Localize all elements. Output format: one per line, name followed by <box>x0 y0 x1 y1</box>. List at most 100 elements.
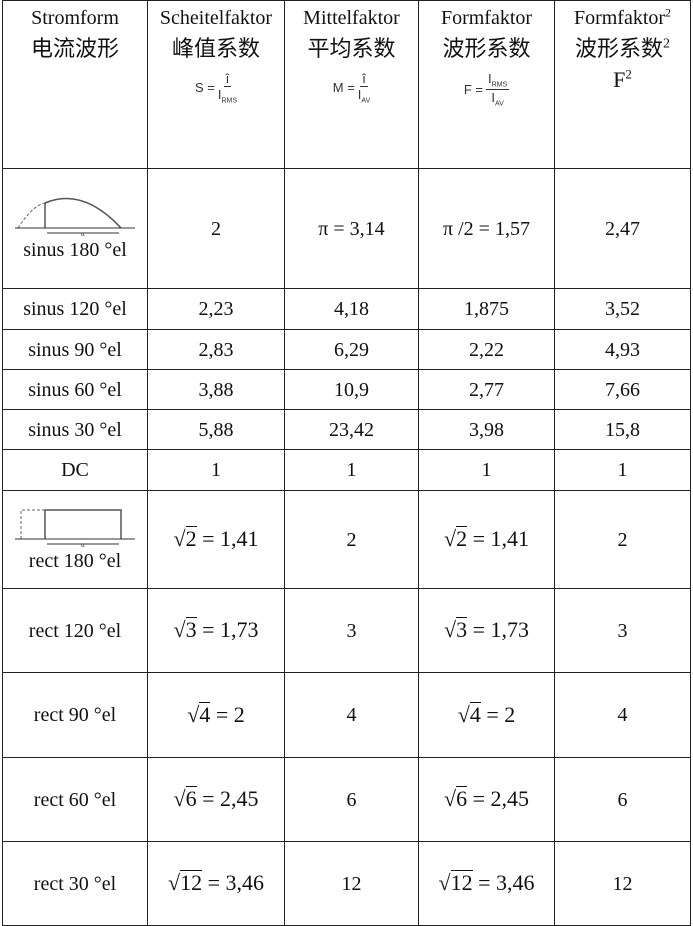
value-text: 2,23 <box>198 298 234 320</box>
cell-mittelfaktor: 2 <box>284 490 419 589</box>
value-text: = 2,45 <box>467 786 529 812</box>
cell-stromform: rect 60 °el <box>2 757 148 842</box>
cell-formfaktor: √4 = 2 <box>418 672 555 758</box>
header-formfaktor: Formfaktor 波形系数 F = IRMS IAV <box>418 0 555 169</box>
cell-formfaktor: 2,77 <box>418 369 555 410</box>
header-de: Stromform <box>31 7 119 29</box>
table-row: α rect 180 °el √2 = 1,41 2 √2 = 1,41 2 <box>2 490 691 589</box>
value-text: 1,875 <box>464 298 509 320</box>
formula-f: F = IRMS IAV <box>463 71 510 109</box>
formula-den: I <box>217 86 222 102</box>
cell-scheitelfaktor: √2 = 1,41 <box>147 490 285 589</box>
radicand: 2 <box>456 526 468 552</box>
cell-scheitelfaktor: √4 = 2 <box>147 672 285 758</box>
cell-formfaktor2: 6 <box>554 757 691 842</box>
formula-den-sub: AV <box>494 100 504 108</box>
cell-formfaktor2: 4 <box>554 672 691 758</box>
value-text: = 3,46 <box>472 870 535 896</box>
cell-formfaktor2: 4,93 <box>554 329 691 370</box>
table-row: rect 60 °el √6 = 2,45 6 √6 = 2,45 6 <box>2 757 691 842</box>
header-de: Scheitelfaktor <box>159 7 273 29</box>
header-scheitelfaktor: Scheitelfaktor 峰值系数 S = î IRMS <box>147 0 285 169</box>
header-formfaktor2: Formfaktor2 波形系数2 F2 <box>554 0 691 169</box>
cell-mittelfaktor: 10,9 <box>284 369 419 410</box>
table-row: rect 90 °el √4 = 2 4 √4 = 2 4 <box>2 672 691 758</box>
rectangular-waveform-icon: α <box>15 508 135 548</box>
radicand: 3 <box>185 617 197 643</box>
table-row: sinus 30 °el 5,88 23,42 3,98 15,8 <box>2 409 691 450</box>
header-cn: 电流波形 <box>30 36 119 61</box>
radicand: 4 <box>469 701 481 727</box>
value-text: 4 <box>617 704 628 726</box>
cell-formfaktor: √3 = 1,73 <box>418 588 555 673</box>
value-text: 3 <box>617 619 628 642</box>
cell-formfaktor2: 15,8 <box>554 409 691 450</box>
value-text: 2,77 <box>469 378 504 401</box>
formula-num: î <box>360 70 368 87</box>
sqrt-symbol: √ <box>438 870 451 896</box>
header-f-sup: 2 <box>625 66 632 82</box>
table-row: α sinus 180 °el 2 π = 3,14 π /2 = 1,57 2,… <box>2 168 691 289</box>
cell-formfaktor: 1 <box>418 449 555 491</box>
cell-stromform: sinus 120 °el <box>2 288 148 330</box>
value-text: = 2 <box>480 701 516 727</box>
cell-formfaktor2: 2,47 <box>554 168 691 289</box>
value-text: = 1,73 <box>196 617 259 643</box>
formula-den-sub: RMS <box>221 97 238 105</box>
cell-stromform: sinus 90 °el <box>2 329 148 370</box>
value-text: = 2 <box>210 701 245 727</box>
half-sine-waveform-icon: α <box>15 197 135 237</box>
value-text: 2,22 <box>469 338 504 361</box>
cell-formfaktor: 1,875 <box>418 288 555 330</box>
header-cn: 波形系数 <box>574 36 663 61</box>
cell-formfaktor2: 3 <box>554 588 691 673</box>
value-text: 1 <box>481 459 492 481</box>
value-text: 3,52 <box>605 298 640 320</box>
cell-mittelfaktor: π = 3,14 <box>284 168 419 289</box>
header-sup: 2 <box>665 5 672 20</box>
cell-mittelfaktor: 3 <box>284 588 419 673</box>
cell-formfaktor: 2,22 <box>418 329 555 370</box>
cell-scheitelfaktor: 1 <box>147 449 285 491</box>
cell-scheitelfaktor: 2,23 <box>147 288 285 330</box>
formula-lhs: F = <box>463 81 483 97</box>
cell-scheitelfaktor: √3 = 1,73 <box>147 588 285 673</box>
waveform-label: DC <box>61 459 89 481</box>
svg-text:α: α <box>81 230 85 237</box>
sqrt-symbol: √ <box>444 786 457 812</box>
waveform-label: rect 90 °el <box>33 704 117 726</box>
cell-formfaktor2: 3,52 <box>554 288 691 330</box>
table-row: sinus 120 °el 2,23 4,18 1,875 3,52 <box>2 288 691 330</box>
formula-den-sub: AV <box>361 97 371 105</box>
radicand: 12 <box>180 870 203 896</box>
value-text: 3,88 <box>198 378 234 401</box>
formula-m: M = î IAV <box>333 70 371 106</box>
formula-den: I <box>491 89 495 105</box>
waveform-label: rect 30 °el <box>33 872 117 895</box>
header-de: Formfaktor <box>440 7 533 29</box>
cell-mittelfaktor: 1 <box>284 449 419 491</box>
value-text: 2,47 <box>605 217 640 240</box>
radicand: 12 <box>450 870 473 896</box>
waveform-label: sinus 90 °el <box>28 338 122 361</box>
cell-scheitelfaktor: 2 <box>147 168 285 289</box>
cell-scheitelfaktor: 5,88 <box>147 409 285 450</box>
waveform-label: sinus 120 °el <box>23 298 127 320</box>
formula-lhs: S = <box>194 80 215 96</box>
formula-s: S = î IRMS <box>194 71 238 106</box>
radicand: 6 <box>185 786 197 812</box>
cell-formfaktor: √6 = 2,45 <box>418 757 555 842</box>
sqrt-symbol: √ <box>187 701 200 727</box>
svg-text:α: α <box>81 541 85 548</box>
cell-formfaktor2: 12 <box>554 841 691 926</box>
value-text: 12 <box>612 872 633 895</box>
table-row: sinus 90 °el 2,83 6,29 2,22 4,93 <box>2 329 691 370</box>
value-text: 2 <box>211 217 221 240</box>
value-text: 6 <box>346 788 357 811</box>
cell-formfaktor: √2 = 1,41 <box>418 490 555 589</box>
header-cn: 平均系数 <box>307 36 396 61</box>
cell-stromform: rect 30 °el <box>2 841 148 926</box>
radicand: 4 <box>199 701 211 727</box>
table-row: rect 30 °el √12 = 3,46 12 √12 = 3,46 12 <box>2 841 691 926</box>
